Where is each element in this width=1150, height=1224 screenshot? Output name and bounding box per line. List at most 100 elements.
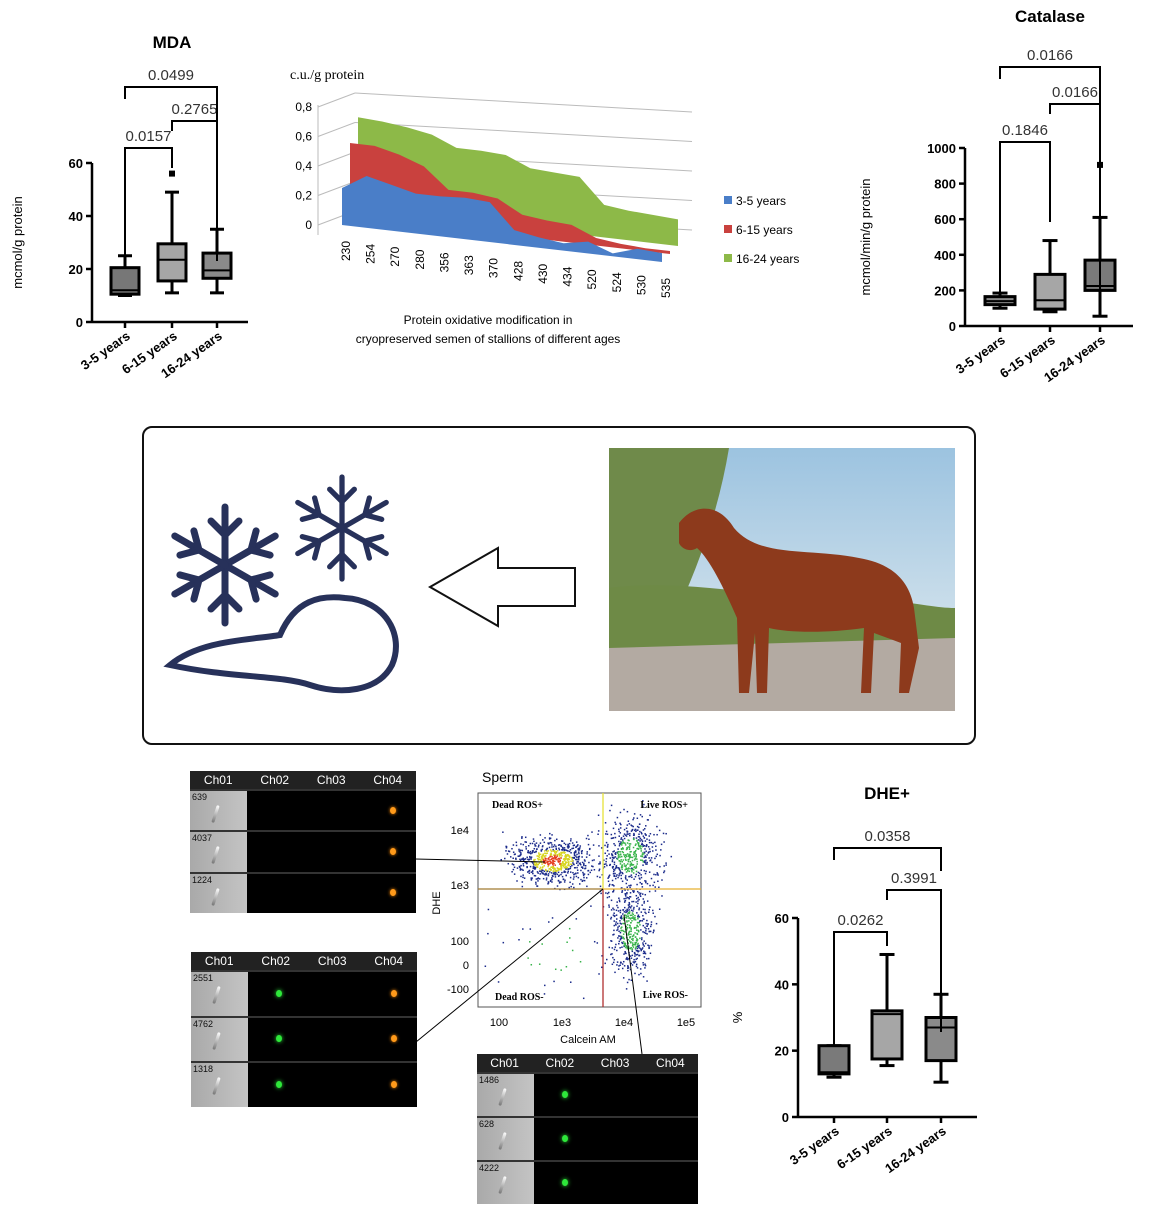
scatter-point	[644, 855, 647, 857]
scatter-point	[552, 867, 554, 869]
scatter-point	[546, 852, 549, 854]
scatter-point	[631, 944, 634, 947]
scatter-point	[537, 863, 539, 866]
y-tick-label: 600	[934, 212, 956, 227]
scatter-point	[527, 850, 529, 852]
y-tick-label: 60	[69, 156, 83, 171]
scatter-point	[553, 850, 556, 853]
scatter-point	[630, 905, 633, 907]
scatter-point	[556, 855, 558, 857]
scatter-point	[605, 892, 607, 894]
gridline	[317, 122, 356, 137]
scatter-point	[645, 928, 647, 930]
scatter-point	[670, 855, 673, 858]
scatter-point	[581, 849, 583, 852]
scatter-point	[614, 856, 617, 858]
scatter-point	[544, 862, 546, 865]
scatter-point	[614, 853, 617, 856]
scatter-point	[587, 843, 590, 846]
scatter-point	[663, 841, 665, 843]
scatter-point	[603, 859, 605, 861]
scatter-point	[628, 903, 631, 905]
image-row: 639	[190, 789, 416, 831]
fluorescence-image	[534, 1118, 698, 1160]
scatter-point	[636, 890, 639, 893]
scatter-point	[642, 924, 645, 927]
y-tick-label: 0	[305, 218, 312, 232]
scatter-point	[619, 922, 622, 925]
scatter-point	[643, 844, 646, 847]
scatter-point	[645, 850, 647, 853]
scatter-point	[620, 961, 622, 964]
scatter-point	[611, 963, 614, 966]
scatter-point	[569, 848, 572, 851]
scatter-point	[541, 857, 544, 859]
scatter-point	[619, 811, 622, 814]
scatter-point	[571, 860, 574, 862]
scatter-point	[575, 855, 577, 857]
object-id: 2551	[193, 973, 214, 983]
scatter-point	[563, 849, 566, 852]
scatter-point	[531, 871, 534, 873]
scatter-point	[521, 868, 523, 871]
scatter-point	[565, 868, 567, 870]
significance-bracket	[833, 931, 888, 1047]
scatter-point	[584, 860, 586, 862]
scatter-point	[620, 929, 622, 932]
scatter-point	[524, 861, 526, 864]
significance-bracket	[833, 847, 942, 871]
scatter-point	[641, 886, 644, 888]
scatter-point	[568, 855, 571, 858]
scatter-point	[630, 947, 632, 949]
scatter-point	[639, 847, 641, 849]
scatter-point	[638, 845, 640, 848]
green-fluorescence-spot	[276, 1081, 282, 1089]
scatter-point	[625, 878, 627, 880]
scatter-point	[649, 859, 652, 861]
scatter-point	[580, 869, 582, 872]
scatter-point	[533, 860, 535, 862]
scatter-point	[563, 858, 565, 861]
scatter-point	[633, 890, 635, 892]
scatter-point	[544, 873, 547, 875]
scatter-point	[632, 917, 634, 920]
scatter-point	[542, 845, 544, 847]
legend-label: 16-24 years	[736, 252, 799, 266]
scatter-point	[647, 911, 650, 913]
scatter-point	[599, 861, 601, 863]
scatter-point	[603, 863, 606, 866]
scatter-point	[625, 867, 627, 869]
scatter-point	[633, 962, 635, 964]
scatter-point	[634, 875, 637, 878]
scatter-point	[576, 869, 579, 871]
scatter-point	[612, 914, 615, 916]
scatter-point	[525, 861, 527, 864]
scatter-point	[628, 848, 631, 851]
scatter-point	[636, 939, 639, 941]
scatter-point	[646, 957, 648, 960]
scatter-point	[646, 854, 648, 856]
scatter-point	[617, 867, 620, 869]
x-tick-label: 356	[437, 252, 451, 272]
scatter-point	[629, 851, 631, 853]
scatter-point	[627, 967, 630, 969]
scatter-point	[663, 865, 665, 867]
scatter-point	[613, 885, 615, 887]
scatter-point	[628, 909, 630, 911]
scatter-point	[641, 948, 643, 950]
fluorescence-image	[248, 972, 417, 1016]
sperm-cell-image	[212, 1031, 221, 1050]
scatter-point	[644, 908, 646, 911]
scatter-point	[560, 865, 562, 868]
scatter-point	[557, 875, 560, 878]
scatter-point	[636, 933, 639, 936]
scatter-point	[554, 874, 557, 876]
scatter-point	[567, 854, 569, 856]
scatter-point	[571, 883, 574, 885]
scatter-point	[549, 867, 551, 870]
x-tick-label: 370	[487, 258, 501, 278]
scatter-point	[561, 840, 564, 842]
scatter-point	[529, 855, 531, 858]
scatter-point	[559, 860, 561, 863]
scatter-point	[648, 947, 650, 950]
